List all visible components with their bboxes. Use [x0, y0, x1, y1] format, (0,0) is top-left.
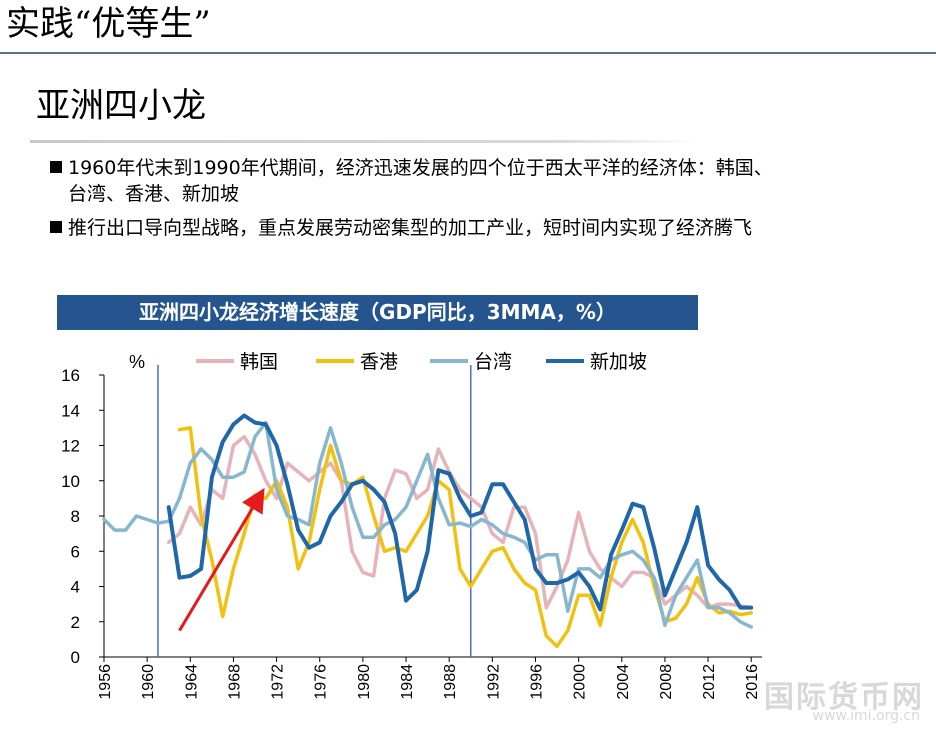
y-tick-label: 8: [71, 507, 80, 526]
watermark-url: www.imi.org.cn: [812, 708, 920, 724]
x-tick-label: 1960: [140, 664, 157, 700]
annotations: [178, 487, 265, 632]
x-tick-label: 1976: [313, 664, 330, 700]
header-divider: [0, 52, 936, 54]
bullet-1-text-line1: 1960年代末到1990年代期间，经济迅速发展的四个位于西太平洋的经济体：韩国、: [68, 157, 773, 179]
square-bullet-icon: [50, 161, 62, 173]
section-divider: [30, 140, 698, 143]
y-tick-label: 0: [71, 648, 80, 667]
square-bullet-icon: [50, 221, 62, 233]
bullet-2-text: 推行出口导向型战略，重点发展劳动密集型的加工产业，短时间内实现了经济腾飞: [68, 217, 753, 239]
x-tick-label: 1984: [399, 664, 416, 700]
legend-label-1: 香港: [360, 351, 398, 373]
x-tick-label: 1980: [356, 664, 373, 700]
x-tick-label: 1964: [183, 664, 200, 700]
y-tick-label: 14: [61, 401, 80, 420]
x-tick-label: 1968: [226, 664, 243, 700]
x-tick-label: 1996: [528, 664, 545, 700]
x-tick-label: 2016: [744, 664, 761, 700]
legend-label-0: 韩国: [240, 351, 278, 373]
x-tick-label: 2012: [701, 664, 718, 700]
watermark-logo: 国际货币网: [764, 680, 924, 715]
x-tick-label: 1972: [270, 664, 287, 700]
series-lines: [102, 413, 754, 649]
reference-lines: [157, 365, 472, 657]
chart-legend: 韩国 香港 台湾 新加坡: [196, 351, 647, 373]
chart-axes: 0 2 4 6 8 10 12 14 16 1956 1960 1964 1968 1972 1976 198…: [61, 366, 762, 700]
x-tick-label: 1992: [485, 664, 502, 700]
bullet-item-1: 1960年代末到1990年代期间，经济迅速发展的四个位于西太平洋的经济体：韩国、…: [50, 155, 930, 207]
x-tick-label: 1988: [442, 664, 459, 700]
growth-arrow: [178, 487, 265, 632]
y-tick-label: 2: [71, 613, 80, 632]
x-tick-label: 2008: [658, 664, 675, 700]
y-tick-label: 12: [61, 437, 80, 456]
x-tick-label: 2000: [572, 664, 589, 700]
y-tick-label: 10: [61, 472, 80, 491]
series-line-2: [102, 420, 753, 629]
gdp-growth-chart: 0 2 4 6 8 10 12 14 16 1956 1960 1964 1968 1972 1976 198…: [61, 351, 762, 700]
x-tick-label: 1956: [97, 664, 114, 700]
series-line-1: [177, 426, 753, 649]
x-tick-label: 2004: [615, 664, 632, 700]
y-axis-unit-label: %: [129, 352, 145, 372]
bullet-1-text-line2: 台湾、香港、新加坡: [68, 183, 240, 205]
series-line-3: [166, 413, 754, 612]
chart-title: 亚洲四小龙经济增长速度（GDP同比，3MMA，%）: [57, 295, 698, 330]
y-tick-label: 16: [61, 366, 80, 385]
bullet-item-2: 推行出口导向型战略，重点发展劳动密集型的加工产业，短时间内实现了经济腾飞: [50, 215, 930, 241]
y-tick-label: 4: [71, 578, 80, 597]
section-title: 亚洲四小龙: [36, 86, 206, 126]
legend-label-3: 新加坡: [590, 351, 647, 373]
y-tick-label: 6: [71, 542, 80, 561]
legend-label-2: 台湾: [474, 351, 512, 373]
page-header-title: 实践“优等生”: [6, 4, 211, 44]
